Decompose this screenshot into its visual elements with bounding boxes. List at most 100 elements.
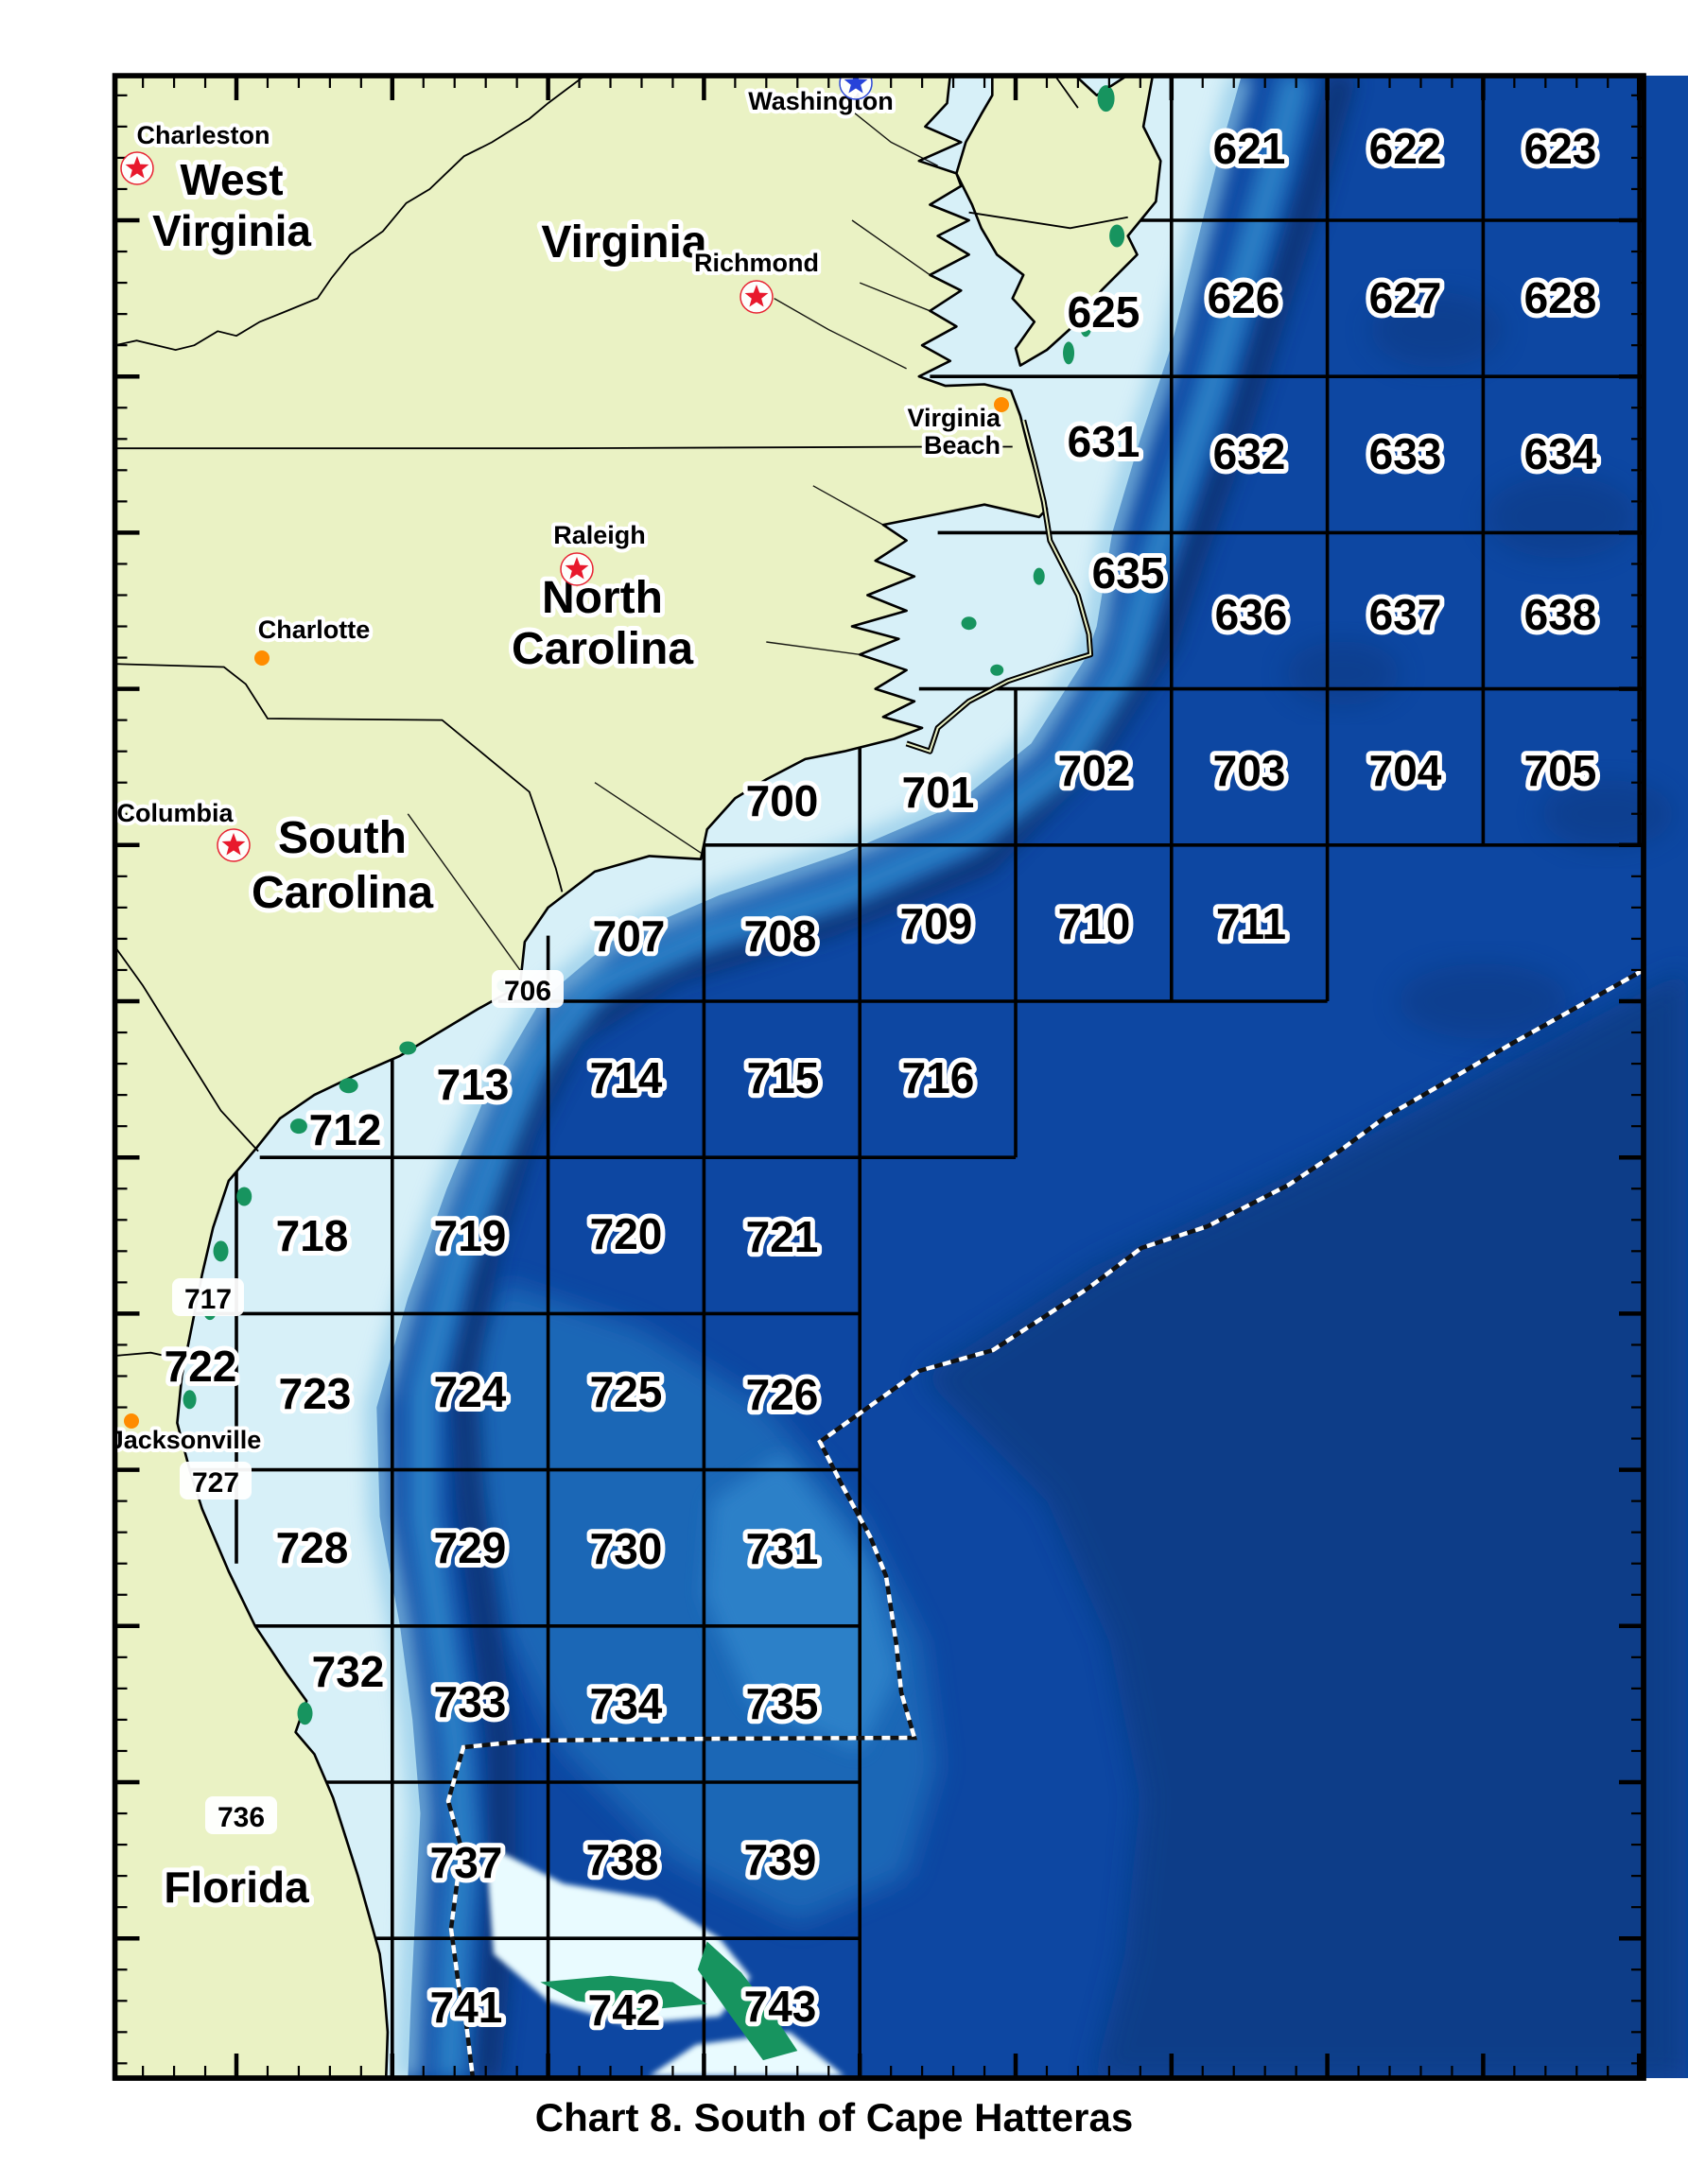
cell-631-label: 631 [1068, 417, 1140, 466]
state-border-mdVa [968, 211, 1128, 230]
cell-741-label: 741 [430, 1983, 503, 2032]
eez-boundary-dashes [445, 968, 1645, 2078]
statistical-grid [158, 76, 1641, 2078]
river-6 [594, 782, 702, 854]
cell-714-label: 714 [590, 1053, 663, 1102]
cell-743-label: 743 [744, 1982, 817, 2031]
marsh-patch [961, 616, 977, 631]
cell-742-label: 742 [588, 1985, 661, 2035]
deep-texture-blob [1398, 963, 1569, 1039]
cell-724-label: 724 [434, 1367, 507, 1416]
cell-627-label: 627 [1369, 273, 1442, 322]
cell-713-label: 713 [437, 1060, 510, 1109]
island-grand-bahama [540, 1975, 707, 2011]
cell-711-label: 711 [1216, 899, 1286, 948]
cell-717-label: 717 [184, 1284, 232, 1315]
cell-718-label: 718 [276, 1211, 349, 1260]
cell-701-label: 701 [902, 768, 975, 817]
city-label-richmond: Richmond [694, 249, 819, 277]
cell-736-box [205, 1796, 277, 1834]
cell-725-label: 725 [590, 1367, 663, 1416]
cell-722-label: 722 [165, 1342, 237, 1391]
state-label-west: West [180, 155, 283, 204]
cell-636-label: 636 [1215, 590, 1288, 639]
marsh-patch [990, 664, 1004, 676]
state-label-virginia: Virginia [152, 206, 311, 255]
marsh-patch [1063, 341, 1075, 365]
city-marker-virginia-beach [994, 397, 1009, 412]
cell-728-label: 728 [276, 1523, 349, 1572]
city-label-virginia-beach-2: Beach [924, 431, 1001, 459]
state-label-florida: Florida [164, 1863, 309, 1912]
city-label-columbia: Columbia [116, 799, 234, 827]
river-7 [407, 813, 521, 971]
deep-texture-blob [1541, 779, 1675, 848]
island-abaco [697, 1941, 798, 2061]
ocean-layers [114, 76, 1688, 2078]
city-marker-charlotte [254, 650, 270, 666]
cell-731-label: 731 [746, 1524, 819, 1573]
river-3 [774, 297, 907, 370]
cell-737-label: 737 [430, 1838, 503, 1887]
city-marker-charleston [125, 156, 149, 179]
cell-704-label: 704 [1369, 746, 1442, 795]
cell-626-label: 626 [1208, 273, 1280, 322]
marsh-patch [1097, 85, 1115, 113]
cell-621-label: 621 [1213, 124, 1286, 173]
cell-705-label: 705 [1524, 746, 1597, 795]
land-mainland [114, 76, 1049, 2078]
deep-texture-blob [1485, 475, 1637, 559]
river-0 [851, 110, 938, 166]
cell-720-label: 720 [590, 1209, 663, 1258]
cell-623-label: 623 [1524, 124, 1597, 173]
map-frame-top [112, 73, 1646, 2081]
cell-710-label: 710 [1058, 899, 1131, 948]
margin-bottom [0, 2081, 1688, 2184]
cell-727-label: 727 [192, 1467, 239, 1499]
cell-729-label: 729 [434, 1523, 507, 1572]
state-label-carolina: Carolina [512, 624, 693, 674]
cell-637-label: 637 [1369, 590, 1442, 639]
city-marker-columbia [221, 833, 246, 856]
cell-715-label: 715 [747, 1053, 820, 1102]
cell-727-box [180, 1462, 252, 1499]
cell-730-label: 730 [590, 1524, 663, 1573]
city-marker-washington [844, 76, 868, 94]
river-5 [766, 641, 861, 655]
cell-635-label: 635 [1092, 548, 1165, 598]
city-marker-richmond [744, 285, 769, 307]
cell-634-label: 634 [1524, 429, 1597, 478]
state-label-south: South [278, 813, 407, 863]
state-label-virginia: Virginia [541, 217, 706, 268]
state-border-gaFl [114, 1351, 180, 1361]
deep-texture-blob [1286, 641, 1401, 706]
cell-719-label: 719 [434, 1211, 507, 1260]
marsh-patch [297, 1702, 313, 1725]
cell-702-label: 702 [1058, 746, 1131, 795]
map-labels: 621 622 623 625 626 627 628 631 632 633 634 635 636 6… [115, 76, 1602, 2039]
bahama-bank-south [649, 2032, 844, 2076]
cell-628-label: 628 [1524, 273, 1597, 322]
cell-632-label: 632 [1213, 429, 1286, 478]
cell-707-label: 707 [593, 911, 666, 961]
cell-622-label: 622 [1369, 124, 1442, 173]
cell-734-label: 734 [590, 1679, 663, 1728]
marsh-patch [1079, 306, 1093, 338]
cell-732-label: 732 [312, 1647, 385, 1696]
marsh-patch [339, 1078, 358, 1094]
ocean-se-deep [922, 970, 1686, 2078]
state-border-wvVa [114, 76, 586, 352]
state-border-ncSc [114, 663, 564, 893]
cell-738-label: 738 [586, 1835, 659, 1884]
state-label-north: North [542, 573, 663, 623]
city-label-charleston: Charleston [136, 121, 270, 149]
cell-633-label: 633 [1369, 429, 1442, 478]
cell-625-label: 625 [1068, 287, 1140, 337]
cell-717-box [172, 1278, 244, 1316]
city-marker-raleigh [565, 557, 589, 580]
bahama-bank-little [485, 1845, 751, 2025]
marsh-patch [213, 1240, 229, 1262]
cell-706-label: 706 [504, 976, 551, 1007]
marsh-patch [1033, 567, 1045, 585]
